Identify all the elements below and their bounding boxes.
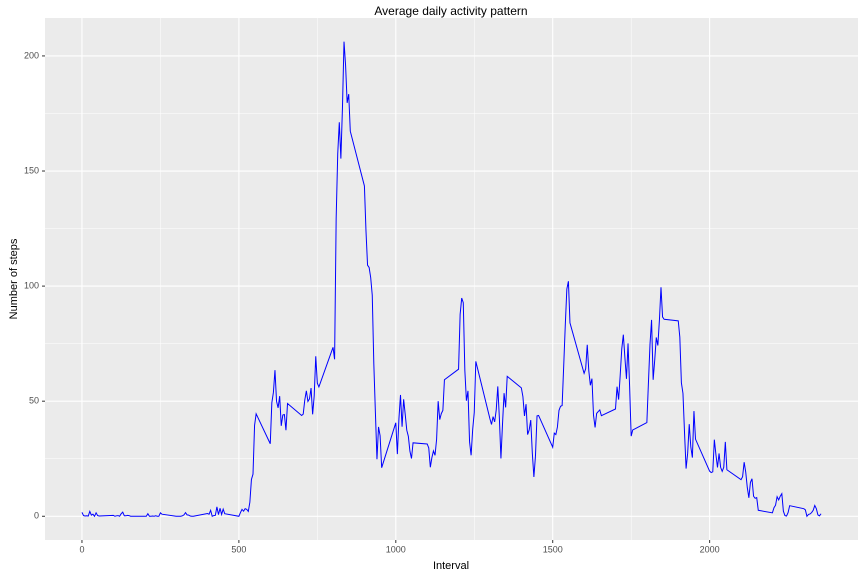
y-tick-label: 50: [29, 396, 39, 406]
y-tick-label: 200: [24, 50, 39, 60]
x-axis-label: Interval: [433, 560, 469, 572]
chart-title: Average daily activity pattern: [374, 4, 527, 18]
panel: [45, 18, 858, 540]
x-tick-label: 1000: [386, 544, 406, 554]
x-tick-label: 2000: [700, 544, 720, 554]
x-tick-label: 0: [79, 544, 84, 554]
line: [81, 41, 822, 518]
y-tick-label: 150: [24, 165, 39, 175]
y-tick-label: 0: [34, 511, 39, 521]
x-tick-label: 500: [231, 544, 246, 554]
y-axis-label: Number of steps: [8, 238, 20, 319]
x-tick-label: 1500: [543, 544, 563, 554]
y-tick-label: 100: [24, 280, 39, 290]
